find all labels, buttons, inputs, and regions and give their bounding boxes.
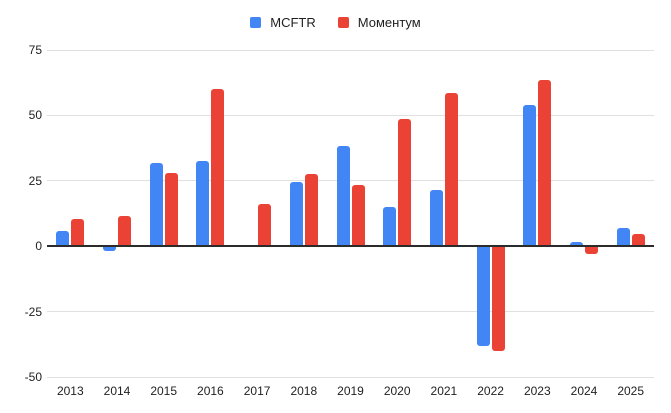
gridline-75 [47,49,654,51]
bar-momentum-2023[interactable] [538,80,552,247]
bar-mcftr-2015[interactable] [149,162,163,247]
x-tick-2021: 2021 [430,384,458,398]
bar-mcftr-2021[interactable] [429,190,443,247]
x-tick-2015: 2015 [150,384,178,398]
gridline--25 [47,311,654,313]
y-tick-50: 50 [28,108,42,123]
y-tick--50: -50 [24,370,42,384]
x-tick-2020: 2020 [383,384,411,398]
y-tick--25: -25 [24,304,42,319]
gridline-50 [47,114,654,116]
bar-mcftr-2023[interactable] [523,104,537,247]
x-tick-2017: 2017 [243,384,271,398]
gridline-25 [47,180,654,182]
x-tick-2016: 2016 [197,384,224,398]
bar-momentum-2020[interactable] [398,119,412,247]
bar-momentum-2014[interactable] [118,216,131,247]
bar-momentum-2016[interactable] [211,89,225,247]
x-tick-2023: 2023 [523,384,551,398]
bar-momentum-2017[interactable] [258,204,272,247]
x-tick-2013: 2013 [56,384,84,398]
bar-mcftr-2016[interactable] [196,161,210,247]
y-tick-0: 0 [35,239,42,254]
x-tick-2014: 2014 [103,384,131,398]
bar-mcftr-2019[interactable] [336,145,350,247]
x-tick-2019: 2019 [337,384,364,398]
legend-item-mcftr[interactable]: MCFTR [250,16,316,29]
x-tick-2022: 2022 [477,384,504,398]
bar-mcftr-2014[interactable] [103,246,116,252]
bar-momentum-2019[interactable] [351,184,365,247]
bar-momentum-2013[interactable] [71,218,85,247]
bar-momentum-2025[interactable] [631,234,645,247]
legend-item-momentum[interactable]: Моментум [337,14,421,30]
legend-label-mcftr: MCFTR [270,14,316,30]
x-tick-2018: 2018 [290,384,318,398]
x-tick-2025: 2025 [617,384,645,398]
x-tick-2024: 2024 [570,384,598,398]
y-tick-75: 75 [28,43,42,57]
bar-momentum-2018[interactable] [304,174,318,247]
bar-mcftr-2013[interactable] [56,230,70,247]
bar-mcftr-2022[interactable] [476,246,490,346]
y-tick-25: 25 [28,173,42,188]
chart-legend: MCFTR Моментум [0,13,671,31]
bar-momentum-2024[interactable] [585,246,598,254]
legend-swatch-mcftr-icon [250,16,262,28]
bar-momentum-2015[interactable] [164,173,178,247]
bar-momentum-2022[interactable] [491,246,505,351]
bar-mcftr-2024[interactable] [570,242,583,247]
x-axis-zero-line [47,245,654,248]
bar-mcftr-2020[interactable] [383,207,397,247]
bar-mcftr-2018[interactable] [289,182,303,247]
gridline--50 [47,376,654,378]
bar-momentum-2021[interactable] [444,93,458,247]
bar-mcftr-2025[interactable] [616,227,630,247]
legend-swatch-momentum-icon [337,16,349,28]
legend-label-momentum: Моментум [357,14,421,30]
